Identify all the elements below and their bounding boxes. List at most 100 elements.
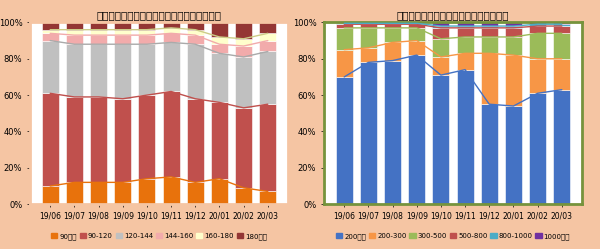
Bar	[187, 30, 204, 35]
Legend: 200以下, 200-300, 300-500, 500-800, 800-1000, 1000以上: 200以下, 200-300, 300-500, 500-800, 800-10…	[336, 233, 570, 240]
Bar	[529, 93, 546, 204]
Bar	[211, 179, 228, 204]
Bar	[457, 53, 473, 70]
Bar	[360, 48, 377, 62]
Bar	[505, 37, 522, 55]
Bar	[90, 97, 107, 182]
Bar	[360, 24, 377, 28]
Bar	[90, 30, 107, 35]
Bar	[139, 95, 155, 179]
Bar	[457, 26, 473, 28]
Bar	[42, 186, 59, 204]
Bar	[408, 22, 425, 23]
Bar	[360, 22, 377, 23]
Bar	[553, 90, 570, 204]
Bar	[259, 33, 276, 41]
Bar	[114, 35, 131, 44]
Bar	[114, 30, 131, 35]
Bar	[114, 99, 131, 182]
Bar	[139, 35, 155, 44]
Bar	[433, 57, 449, 75]
Bar	[433, 26, 449, 28]
Bar	[235, 39, 252, 46]
Bar	[42, 41, 59, 93]
Bar	[408, 41, 425, 55]
Bar	[481, 26, 498, 28]
Legend: 90以下, 90-120, 120-144, 144-160, 160-180, 180以上: 90以下, 90-120, 120-144, 144-160, 160-180,…	[51, 233, 267, 240]
Bar	[259, 22, 276, 33]
Bar	[259, 41, 276, 52]
Bar	[66, 182, 83, 204]
Bar	[259, 52, 276, 104]
Bar	[553, 22, 570, 24]
Bar	[90, 44, 107, 97]
Bar	[336, 28, 353, 50]
Bar	[90, 22, 107, 30]
Bar	[360, 28, 377, 48]
Bar	[114, 44, 131, 99]
Bar	[66, 22, 83, 30]
Bar	[408, 28, 425, 41]
Bar	[163, 42, 179, 91]
Bar	[163, 177, 179, 204]
Bar	[481, 28, 498, 37]
Bar	[433, 75, 449, 204]
Bar	[505, 26, 522, 28]
Bar	[457, 70, 473, 204]
Bar	[553, 33, 570, 59]
Bar	[42, 93, 59, 186]
Bar	[42, 33, 59, 41]
Bar	[139, 179, 155, 204]
Bar	[457, 37, 473, 53]
Bar	[90, 182, 107, 204]
Bar	[505, 55, 522, 106]
Bar	[235, 22, 252, 39]
Bar	[163, 91, 179, 177]
Bar	[384, 42, 401, 61]
Bar	[114, 182, 131, 204]
Bar	[505, 28, 522, 37]
Bar	[163, 22, 179, 28]
Bar	[211, 44, 228, 53]
Bar	[481, 37, 498, 53]
Bar	[481, 53, 498, 104]
Bar	[187, 22, 204, 30]
Bar	[259, 191, 276, 204]
Title: 苏州普通住宅市场月度成交面积段结构走势图: 苏州普通住宅市场月度成交面积段结构走势图	[97, 10, 221, 20]
Bar	[408, 23, 425, 24]
Bar	[187, 44, 204, 99]
Bar	[505, 22, 522, 26]
Bar	[187, 35, 204, 44]
Bar	[235, 57, 252, 108]
Bar	[553, 59, 570, 90]
Bar	[235, 46, 252, 57]
Bar	[384, 61, 401, 204]
Bar	[139, 44, 155, 95]
Bar	[259, 104, 276, 191]
Bar	[384, 22, 401, 23]
Bar	[529, 33, 546, 59]
Bar	[42, 22, 59, 30]
Bar	[139, 30, 155, 35]
Bar	[139, 22, 155, 30]
Bar	[553, 26, 570, 33]
Bar	[42, 30, 59, 33]
Bar	[66, 35, 83, 44]
Bar	[553, 24, 570, 26]
Bar	[481, 22, 498, 26]
Bar	[163, 28, 179, 33]
Bar	[235, 188, 252, 204]
Bar	[457, 22, 473, 26]
Bar	[187, 182, 204, 204]
Bar	[336, 50, 353, 77]
Bar	[336, 24, 353, 28]
Bar	[66, 97, 83, 182]
Bar	[211, 53, 228, 102]
Bar	[336, 22, 353, 23]
Title: 苏州别墅市场月度成交面积段结构走势图: 苏州别墅市场月度成交面积段结构走势图	[397, 10, 509, 20]
Bar	[360, 23, 377, 24]
Bar	[336, 77, 353, 204]
Bar	[433, 28, 449, 39]
Bar	[529, 26, 546, 33]
Bar	[384, 28, 401, 42]
